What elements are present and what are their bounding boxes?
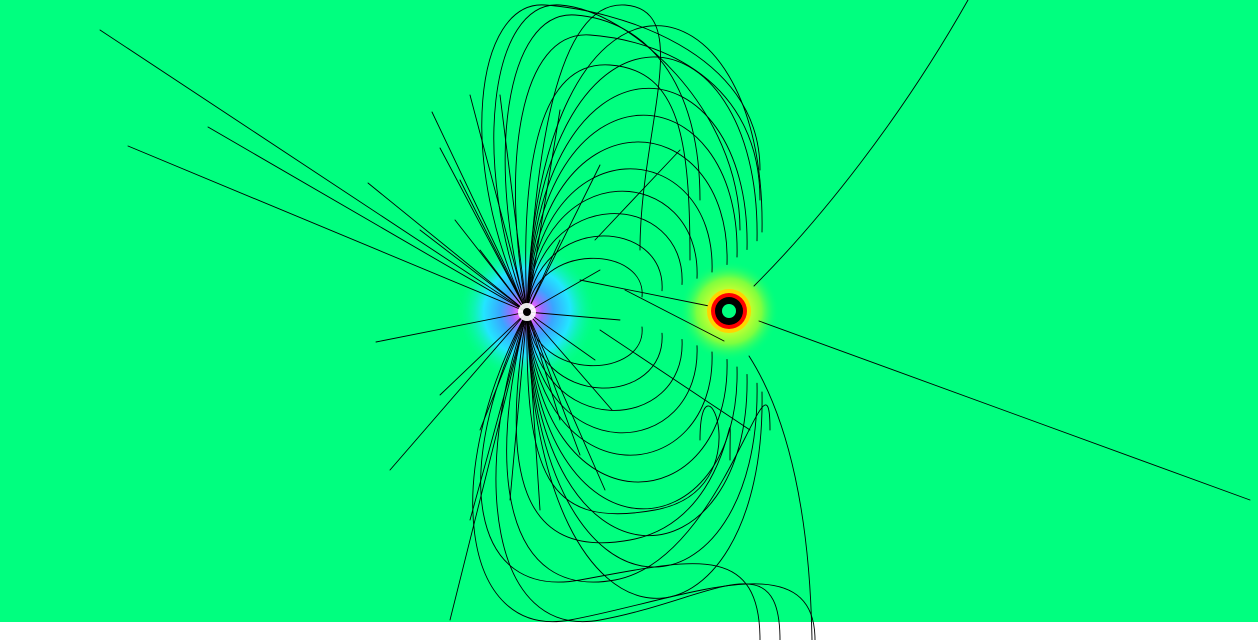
field-line-upper-loop-2 (526, 213, 683, 313)
field-lines (99, 0, 1251, 640)
field-line-spike-18 (454, 219, 528, 313)
field-line-spike-8 (375, 311, 528, 343)
field-line-top-arc-5 (526, 4, 661, 313)
field-line-bottom-arc-5 (480, 311, 761, 640)
background (0, 0, 1258, 622)
field-line-spike-15 (526, 311, 621, 321)
field-line-upper-loop-7 (526, 88, 748, 313)
field-line-upper-loop-6 (526, 114, 738, 313)
field-line-bottom-arc-0 (472, 311, 816, 640)
field-line-upper-loop-1 (526, 235, 663, 313)
field-line-upper-loop-3 (526, 190, 698, 313)
field-line-top-arc-1 (493, 4, 741, 313)
field-line-lower-loop-9 (526, 311, 763, 599)
field-line-spike-26 (439, 311, 528, 396)
field-line-upper-loop-8 (526, 56, 758, 313)
field-line-spike-4 (431, 111, 528, 313)
field-line-upper-loop-9 (526, 25, 763, 313)
field-line-top-arc-4 (525, 64, 691, 313)
field-line-lower-loop-3 (526, 311, 698, 434)
negative-charge-center (523, 308, 531, 316)
field-line-upper-loop-0 (526, 257, 643, 313)
positive-charge (707, 289, 751, 333)
field-line-spike-9 (389, 311, 528, 471)
field-line-positive-left (579, 279, 710, 307)
field-line-spike-0 (99, 29, 528, 313)
field-line-lower-loop-8 (526, 311, 758, 568)
field-line-bottom-arc-1 (495, 311, 781, 640)
field-line-lower-loop-0 (526, 311, 643, 367)
field-line-bottom-arc-4 (526, 311, 720, 515)
field-line-bottom-arc-2 (506, 311, 771, 583)
field-line-lower-loop-4 (526, 311, 713, 456)
field-line-spike-17 (526, 311, 581, 456)
field-line-spike-1 (127, 145, 528, 313)
field-line-spike-2 (207, 126, 528, 313)
field-line-spike-25 (419, 229, 528, 313)
field-line-bottom-arc-3 (515, 311, 731, 544)
field-line-spike-10 (449, 311, 528, 621)
field-line-spike-3 (367, 182, 528, 313)
field-line-spike-13 (526, 164, 601, 313)
field-line-spike-27 (479, 311, 528, 431)
field-line-top-arc-0 (481, 4, 761, 313)
positive-charge-core (722, 304, 736, 318)
field-line-positive-down (748, 355, 813, 640)
field-line-lower-loop-1 (526, 311, 663, 389)
field-line-positive-right (758, 320, 1251, 501)
bottom-strip (0, 622, 1258, 640)
field-line-positive-lower-left (624, 289, 725, 342)
field-line-spike-16 (526, 311, 613, 411)
field-line-spike-24 (459, 179, 528, 313)
field-line-spike-23 (526, 269, 601, 313)
field-line-top-arc-3 (515, 34, 761, 313)
field-line-spike-21 (509, 311, 528, 501)
field-line-spike-11 (469, 311, 528, 521)
field-line-spike-29 (526, 311, 596, 361)
field-line-diagonal (594, 149, 681, 241)
field-line-spike-14 (526, 311, 606, 491)
field-line-lower-loop-2 (526, 311, 683, 411)
field-line-top-arc-2 (504, 14, 701, 313)
field-line-spike-5 (439, 147, 528, 313)
field-line-cross (599, 329, 751, 431)
field-line-upper-loop-4 (526, 168, 713, 313)
field-line-spike-19 (499, 94, 528, 313)
negative-charge (518, 303, 536, 321)
field-line-positive-upper (753, 0, 969, 287)
